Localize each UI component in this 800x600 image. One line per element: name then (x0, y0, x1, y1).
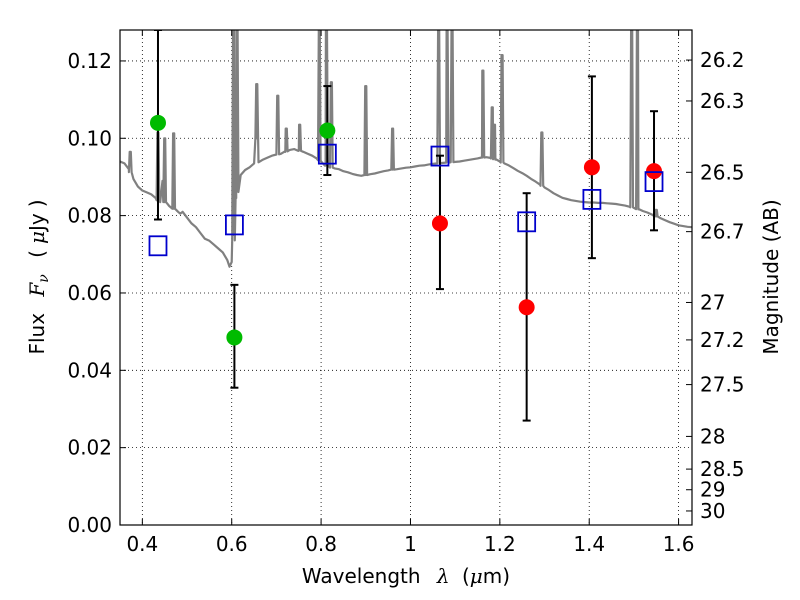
x-axis-label: Wavelength λ (μm) (302, 564, 510, 588)
mag-tick-label: 29 (700, 478, 725, 502)
x-tick-label: 1.6 (663, 532, 695, 556)
x-tick-label: 1.2 (484, 532, 516, 556)
red-data-point (583, 159, 600, 176)
x-axis-label-unit-rest: m) (483, 564, 510, 588)
y-axis-label-unit-mu: μ (25, 231, 49, 244)
y-axis-label-symbol-f: F (25, 282, 49, 298)
mag-tick-label: 28 (700, 424, 725, 448)
x-axis-label-text: Wavelength (302, 564, 421, 588)
mag-tick-label: 30 (700, 499, 725, 523)
mag-tick-label: 26.5 (700, 160, 745, 184)
y-axis-left: 0.00 0.02 0.04 0.06 0.08 0.10 0.12 (67, 49, 126, 537)
mag-tick-label: 26.3 (700, 89, 745, 113)
y-tick-label: 0.00 (67, 513, 112, 537)
model-square-marker (430, 145, 450, 167)
y-axis-label-text: Flux (25, 313, 49, 355)
y-tick-label: 0.08 (67, 204, 112, 228)
red-data-point (518, 299, 535, 316)
x-tick-label: 0.6 (216, 532, 248, 556)
x-axis-label-symbol: λ (436, 564, 450, 588)
y-tick-label: 0.06 (67, 281, 112, 305)
mag-tick-label: 26.7 (700, 220, 745, 244)
y-tick-label: 0.04 (67, 358, 112, 382)
plot-frame (119, 29, 693, 526)
y-axis-label: Flux Fν ( μJy) (25, 199, 53, 354)
x-tick-label: 1 (404, 532, 417, 556)
spectrum-line (120, 30, 692, 268)
x-tick-label: 1.4 (573, 532, 605, 556)
model-square-marker (224, 214, 244, 236)
green-data-point (319, 122, 336, 139)
errorbar-layer (153, 30, 659, 422)
y-tick-label: 0.10 (67, 126, 112, 150)
x-tick-label: 0.8 (305, 532, 337, 556)
x-axis: 0.4 0.6 0.8 1 1.2 1.4 1.6 (126, 30, 695, 556)
y-axis-label-symbol-nu: ν (36, 274, 52, 283)
y-axis-label-unit-open: ( (25, 250, 49, 258)
y-axis-label-unit-close: ) (25, 199, 49, 207)
mag-tick-label: 27.5 (700, 373, 745, 397)
x-axis-label-unit-mu: μ (470, 564, 483, 588)
model-square-marker (148, 235, 168, 257)
spectrum-layer (120, 30, 692, 268)
y-tick-label: 0.02 (67, 436, 112, 460)
gridlines (120, 30, 692, 526)
model-square-marker (317, 143, 337, 165)
mag-tick-label: 28.5 (700, 457, 745, 481)
x-tick-label: 0.4 (126, 532, 158, 556)
mag-tick-label: 27 (700, 290, 725, 314)
red-data-point (646, 163, 663, 180)
mag-tick-label: 26.2 (700, 48, 745, 72)
green-data-point (226, 329, 243, 346)
red-data-point (431, 215, 448, 232)
model-square-marker (644, 171, 664, 192)
green-data-point (149, 114, 166, 131)
mag-tick-label: 27.2 (700, 328, 745, 352)
y-axis-right-label: Magnitude (AB) (759, 199, 783, 354)
model-square-marker (517, 211, 537, 233)
marker-layer (148, 114, 664, 346)
y-tick-label: 0.12 (67, 49, 112, 73)
x-axis-label-unit-open: ( (462, 564, 470, 588)
model-square-marker (582, 188, 602, 210)
y-axis-label-unit-rest: Jy (25, 213, 49, 233)
